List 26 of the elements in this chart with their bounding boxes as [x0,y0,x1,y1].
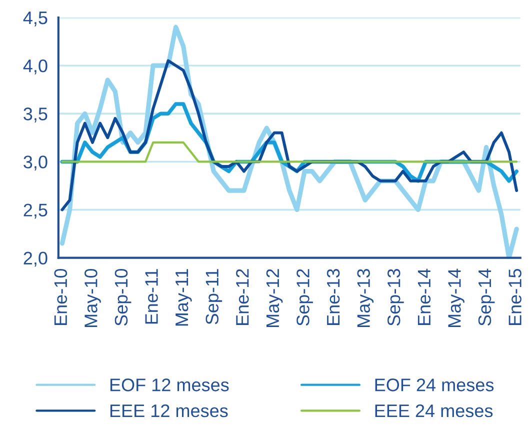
x-tick-label: Ene-14 [418,268,431,325]
legend-label: EOF 12 meses [110,378,229,392]
y-tick-label: 4,0 [23,59,48,74]
y-tick-label: 3,0 [24,156,48,171]
x-tick-label: Ene-12 [236,269,249,325]
x-tick-label: May-11 [176,269,192,326]
y-tick-label: 4,5 [23,12,48,26]
x-tick-label: May-10 [84,268,101,327]
x-tick-label: Sep-12 [296,269,313,326]
x-tick-label: May-14 [448,268,464,327]
legend-label: EEE 12 meses [110,404,228,418]
x-tick-label: May-13 [357,269,374,327]
x-tick-label: Sep-14 [478,268,495,326]
x-tick-label: Sep-13 [387,269,404,326]
legend-label: EEE 24 meses [375,404,493,418]
x-tick-label: Ene-11 [145,269,158,324]
x-tick-label: Sep-10 [114,268,132,326]
y-tick-label: 2,5 [24,204,48,219]
y-tick-label: 2,0 [24,252,48,267]
y-tick-label: 3,5 [24,108,48,122]
x-tick-label: Ene-13 [326,269,340,325]
x-tick-label: Sep-11 [206,269,222,324]
x-tick-label: May-12 [266,269,283,327]
x-tick-label: Ene-10 [54,268,68,325]
legend-label: EOF 24 meses [375,378,494,392]
x-tick-label: Ene-15 [508,269,522,325]
